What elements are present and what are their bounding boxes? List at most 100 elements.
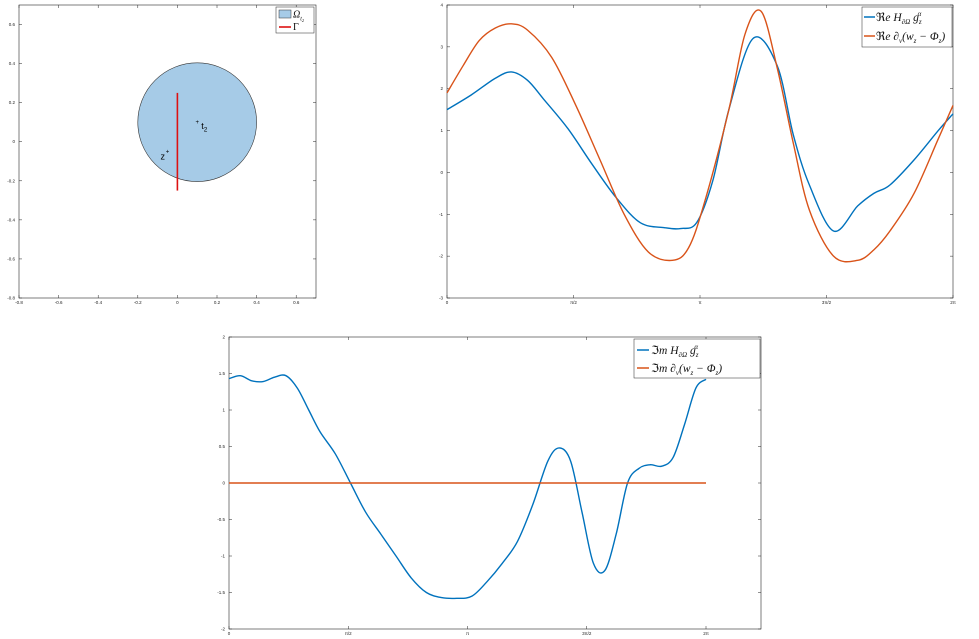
series-line-blue xyxy=(228,374,707,600)
y-tick-label: 1 xyxy=(440,128,443,133)
x-tick-label: 2π xyxy=(703,631,709,636)
series-line-blue xyxy=(446,36,954,232)
legend-real-h-function: g xyxy=(910,12,919,24)
y-tick-label: 0.6 xyxy=(9,22,16,27)
point-marker-t2: + xyxy=(195,120,199,126)
legend-imag-d-nu: ν xyxy=(676,369,680,377)
y-tick-label: 0 xyxy=(440,170,443,175)
y-tick-label: -2 xyxy=(439,254,443,259)
legend-omega-subscript: t xyxy=(300,17,302,23)
legend-real-d-operator: ℜ xyxy=(876,31,886,43)
legend-real-d-text: ℜe ∂ν(wz − Φz) xyxy=(876,31,945,45)
x-tick-label: π xyxy=(466,631,469,636)
domain-plot-ticks: -0.8 -0.6 -0.4 -0.2 0 0.2 0.4 0.6 -0.8 -0.6 -0.4 -0… xyxy=(7,5,316,305)
legend-real-d-w: (w xyxy=(902,31,914,43)
y-tick-label: 3 xyxy=(440,44,443,49)
imag-part-series xyxy=(228,374,707,600)
x-tick-label: -0.2 xyxy=(134,300,142,305)
legend-disk-swatch xyxy=(278,9,292,19)
y-tick-label: 0 xyxy=(12,139,15,144)
x-tick-label: -0.4 xyxy=(94,300,102,305)
legend-imag-h-text: ℑm H∂Ω gzα xyxy=(651,343,699,359)
imag-part-legend: ℑm H∂Ω gzα ℑm ∂ν(wz − Φz) xyxy=(633,338,761,379)
legend-imag-d-close: ) xyxy=(717,363,722,375)
domain-disk xyxy=(137,62,257,182)
legend-omega-text: Ωt2 xyxy=(293,10,305,24)
y-tick-label: -0.8 xyxy=(7,296,15,301)
y-tick-label: 0.5 xyxy=(219,444,226,449)
domain-legend: Ωt2 Γ xyxy=(275,6,315,34)
x-tick-label: 0.6 xyxy=(293,300,300,305)
legend-real-h-text: ℜe H∂Ω gzα xyxy=(876,10,922,26)
legend-gamma-text: Γ xyxy=(293,22,299,33)
legend-real-h-operator: ℜ xyxy=(876,12,886,24)
legend-real-d-w-subscript: z xyxy=(913,37,917,45)
legend-real-d-phi-subscript: z xyxy=(938,37,942,45)
y-tick-label: 2 xyxy=(222,335,225,340)
x-tick-label: 0 xyxy=(446,300,449,305)
x-tick-label: -0.8 xyxy=(15,300,23,305)
y-tick-label: -0.6 xyxy=(7,256,15,261)
y-tick-label: 2 xyxy=(440,86,443,91)
legend-real-d-nu: ν xyxy=(899,37,903,45)
legend-imag-d-phi: − Φ xyxy=(693,363,716,375)
point-marker-z: + xyxy=(166,149,170,155)
series-line-orange xyxy=(446,9,954,263)
x-tick-label: π/2 xyxy=(345,631,352,636)
x-tick-label: 0 xyxy=(228,631,231,636)
y-tick-label: -3 xyxy=(439,296,443,301)
x-tick-label: 3π/2 xyxy=(822,300,832,305)
x-tick-label: π xyxy=(698,300,701,305)
x-tick-label: -0.6 xyxy=(55,300,63,305)
y-tick-label: -1.5 xyxy=(217,590,225,595)
y-tick-label: -1 xyxy=(221,554,225,559)
imag-legend-box xyxy=(633,338,761,379)
legend-real-h-subscript: ∂Ω xyxy=(902,18,911,26)
domain-points: + t2+z xyxy=(161,120,208,162)
y-tick-label: -0.2 xyxy=(7,178,15,183)
legend-omega-sub-subscript: 2 xyxy=(302,18,305,23)
y-tick-label: 1 xyxy=(222,408,225,413)
real-legend-box xyxy=(861,6,953,48)
x-tick-label: 0 xyxy=(176,300,179,305)
point-label-z: z xyxy=(161,152,166,162)
real-part-series xyxy=(446,9,954,263)
x-tick-label: 0.2 xyxy=(214,300,221,305)
legend-imag-d-operator: ℑ xyxy=(651,363,659,375)
point-label-t2: t2 xyxy=(201,121,208,134)
legend-imag-d-phi-subscript: z xyxy=(715,369,719,377)
point-label-t2-sub: 2 xyxy=(204,127,208,134)
legend-imag-d-text: ℑm ∂ν(wz − Φz) xyxy=(651,363,722,377)
y-tick-label: -2 xyxy=(221,627,225,632)
domain-plot: -0.8 -0.6 -0.4 -0.2 0 0.2 0.4 0.6 -0.8 -0.6 -0.4 -0… xyxy=(7,4,317,305)
y-tick-label: 1.5 xyxy=(219,371,226,376)
y-tick-label: 0.2 xyxy=(9,100,16,105)
x-tick-label: 0.4 xyxy=(253,300,260,305)
legend-imag-h-subscript: ∂Ω xyxy=(679,351,688,359)
x-tick-label: π/2 xyxy=(570,300,577,305)
legend-imag-d-w: (w xyxy=(679,363,691,375)
real-part-ticks: 0 π/2 π 3π/2 2π -3 -2 -1 0 1 2 3 4 xyxy=(439,3,956,306)
y-tick-label: -1 xyxy=(439,212,443,217)
legend-imag-h-operator: ℑ xyxy=(651,345,659,357)
legend-real-d-close: ) xyxy=(940,31,945,43)
legend-imag-d-w-subscript: z xyxy=(690,369,694,377)
legend-imag-h-function: g xyxy=(687,345,696,357)
real-part-frame xyxy=(446,4,954,299)
legend-imag-h-superscript: α xyxy=(694,343,698,351)
y-tick-label: 4 xyxy=(440,3,443,8)
imag-part-plot: 0 π/2 π 3π/2 2π -2 -1.5 -1 -0.5 0 0.5 1 1.5 2 ℑm H∂Ω … xyxy=(217,335,762,636)
legend-real-h-superscript: α xyxy=(918,10,922,18)
legend-real-h-g-subscript: z xyxy=(918,18,922,26)
y-tick-label: -0.5 xyxy=(217,517,225,522)
y-tick-label: 0 xyxy=(222,481,225,486)
y-tick-label: -0.4 xyxy=(7,217,15,222)
legend-real-d-phi: − Φ xyxy=(916,31,939,43)
x-tick-label: 2π xyxy=(950,300,956,305)
x-tick-label: 3π/2 xyxy=(582,631,592,636)
y-tick-label: 0.4 xyxy=(9,61,16,66)
real-part-legend: ℜe H∂Ω gzα ℜe ∂ν(wz − Φz) xyxy=(861,6,953,48)
real-part-plot: 0 π/2 π 3π/2 2π -3 -2 -1 0 1 2 3 4 ℜe H∂Ω gzα ℜe ∂ν(… xyxy=(439,3,956,306)
legend-imag-h-g-subscript: z xyxy=(695,351,699,359)
